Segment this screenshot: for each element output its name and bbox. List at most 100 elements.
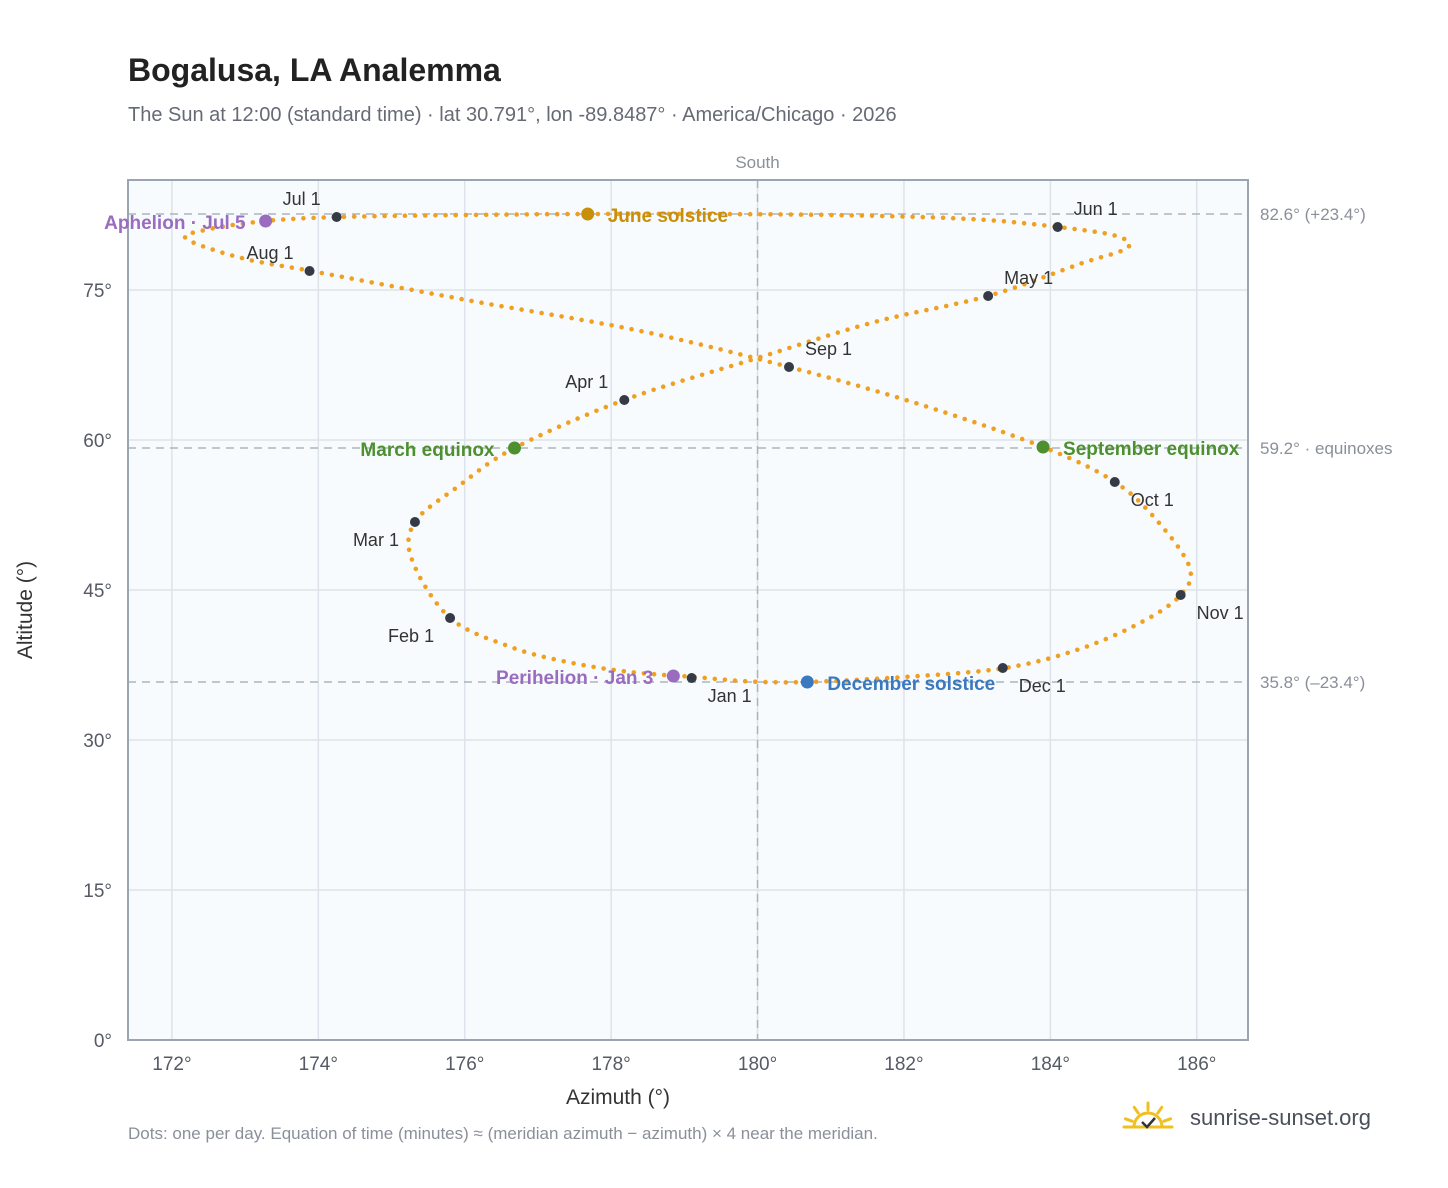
- daily-dot: [1122, 628, 1127, 634]
- daily-dot: [502, 642, 508, 648]
- month-label: Feb 1: [388, 626, 434, 646]
- daily-dot: [502, 451, 507, 456]
- daily-dot: [1186, 581, 1192, 586]
- daily-dot: [1112, 233, 1117, 238]
- daily-dot: [1060, 267, 1065, 273]
- daily-dot: [611, 667, 616, 673]
- brand-text: sunrise-sunset.org: [1190, 1105, 1371, 1130]
- daily-dot: [291, 216, 296, 222]
- daily-dot: [712, 676, 718, 682]
- x-tick-label: 176°: [445, 1054, 484, 1075]
- daily-dot: [1016, 663, 1021, 668]
- daily-dot: [493, 639, 498, 644]
- daily-dot: [544, 211, 550, 217]
- daily-dot: [991, 218, 997, 223]
- daily-dot: [1126, 243, 1132, 249]
- daily-dot: [382, 213, 387, 219]
- daily-dot: [1084, 644, 1090, 649]
- daily-dot: [660, 384, 666, 390]
- daily-dot: [444, 492, 449, 498]
- daily-dot: [449, 294, 454, 300]
- daily-dot: [825, 333, 831, 338]
- daily-dot: [493, 456, 499, 462]
- daily-dot: [676, 211, 682, 217]
- daily-dot: [591, 664, 596, 670]
- daily-dot: [402, 213, 408, 218]
- daily-dot: [1166, 603, 1171, 609]
- daily-dot: [632, 394, 637, 399]
- daily-dot: [788, 212, 794, 217]
- daily-dot: [829, 212, 834, 218]
- daily-dot: [793, 680, 799, 685]
- daily-dot: [1149, 512, 1155, 518]
- daily-dot: [429, 291, 434, 296]
- daily-dot: [524, 212, 530, 217]
- daily-dot: [986, 668, 991, 673]
- daily-dot: [479, 300, 484, 306]
- daily-dot: [1050, 271, 1056, 277]
- daily-dot: [910, 214, 915, 220]
- y-tick-label: 0°: [94, 1031, 112, 1052]
- daily-dot: [1065, 650, 1070, 656]
- daily-dot: [1131, 624, 1136, 629]
- daily-dot: [629, 326, 634, 332]
- x-tick-label: 182°: [884, 1054, 923, 1075]
- daily-dot: [321, 215, 327, 220]
- daily-dot: [575, 211, 580, 217]
- daily-dot: [806, 370, 812, 375]
- daily-dot: [972, 419, 977, 425]
- y-tick-label: 30°: [83, 731, 112, 752]
- daily-dot: [409, 287, 414, 293]
- daily-dot: [1045, 656, 1051, 661]
- event-marker: [666, 669, 680, 683]
- daily-dot: [456, 622, 462, 627]
- event-marker: [800, 675, 814, 689]
- daily-dot: [732, 678, 738, 683]
- daily-dot: [1067, 455, 1072, 461]
- daily-dot: [408, 527, 414, 533]
- daily-dot: [738, 352, 743, 357]
- daily-dot: [1036, 658, 1041, 664]
- y-tick-label: 75°: [83, 281, 112, 302]
- month-label: Jul 1: [283, 189, 321, 209]
- daily-dot: [747, 211, 753, 217]
- daily-dot: [767, 351, 773, 357]
- month-label: Jun 1: [1074, 199, 1118, 219]
- daily-dot: [210, 247, 215, 252]
- daily-dot: [798, 212, 804, 217]
- daily-dot: [806, 339, 812, 345]
- daily-dot: [973, 296, 979, 302]
- daily-dot: [934, 305, 939, 311]
- daily-dot: [619, 324, 624, 330]
- daily-dot: [1089, 257, 1094, 263]
- daily-dot: [422, 213, 428, 218]
- daily-dot: [483, 212, 489, 218]
- daily-dot: [529, 309, 534, 314]
- daily-dot: [428, 593, 434, 598]
- daily-dot: [1094, 469, 1099, 474]
- daily-dot: [1075, 647, 1080, 653]
- daily-dot: [626, 211, 631, 217]
- daily-dot: [621, 668, 627, 674]
- event-label: December solstice: [827, 674, 995, 695]
- daily-dot: [688, 340, 694, 345]
- daily-dot: [763, 679, 768, 685]
- daily-dot: [529, 437, 534, 442]
- daily-dot: [651, 671, 657, 677]
- daily-dot: [879, 213, 885, 219]
- daily-dot: [259, 260, 265, 265]
- daily-dot: [489, 302, 494, 307]
- meridian-label: South: [735, 153, 779, 172]
- daily-dot: [1076, 459, 1081, 465]
- daily-dot: [1010, 433, 1015, 438]
- daily-dot: [329, 272, 335, 278]
- daily-dot: [1140, 619, 1145, 624]
- daily-dot: [389, 283, 395, 289]
- daily-dot: [520, 441, 525, 447]
- daily-dot: [538, 432, 543, 438]
- daily-dot: [890, 214, 895, 219]
- brand[interactable]: sunrise-sunset.org: [1120, 1100, 1371, 1136]
- event-marker: [1036, 440, 1050, 454]
- month-label: Sep 1: [805, 339, 852, 359]
- daily-dot: [682, 674, 687, 679]
